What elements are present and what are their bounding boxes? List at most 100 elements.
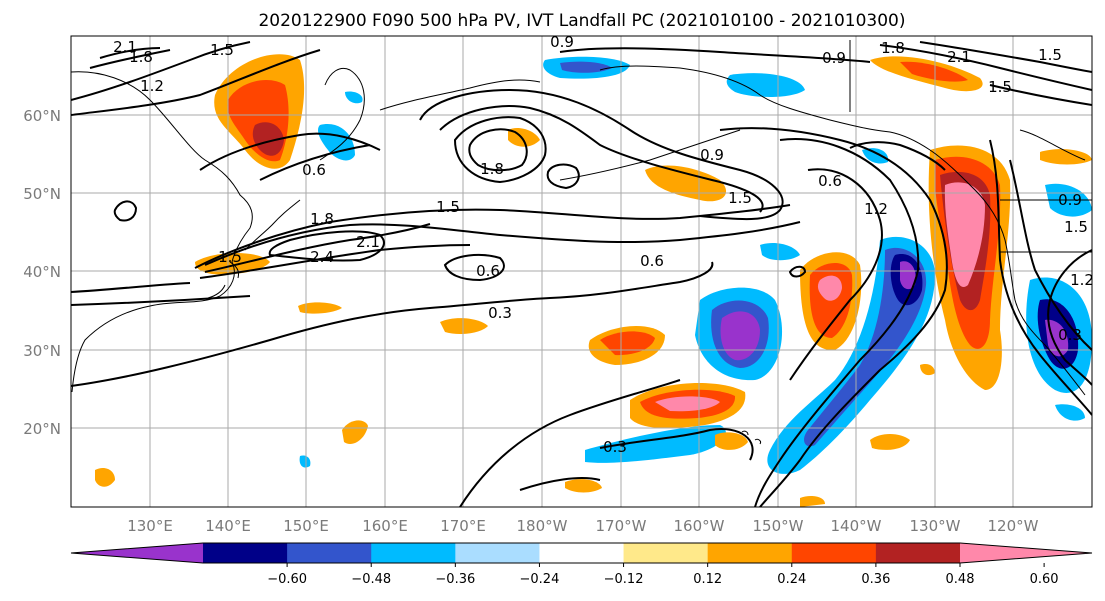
pv-contour-2 (204, 221, 801, 266)
pv-contour-27 (919, 41, 1092, 73)
colorbar-segment (707, 543, 793, 563)
pv-contour-9 (439, 105, 764, 213)
lon-label: 170°E (440, 517, 486, 535)
pv-contour-31 (519, 477, 601, 491)
pv-contour-28 (989, 84, 1092, 106)
colorbar-tick-label: 0.12 (693, 572, 722, 587)
map-panel: 2.1 1.8 1.5 1.2 0.9 0.6 1.8 0.9 0.9 1.5 … (70, 33, 1094, 508)
colorbar-tick-label: 0.24 (777, 572, 806, 587)
contour-label: 0.3 (1058, 326, 1082, 344)
pv-contour-34 (849, 141, 946, 171)
coastline-siberia-north (379, 79, 541, 111)
colorbar-tick-label: −0.60 (267, 572, 307, 587)
ivt-pos-shading-3c (655, 396, 720, 412)
ivt-neg-shading-13 (299, 455, 311, 468)
lon-label: 170°W (596, 517, 647, 535)
colorbar-segment (371, 543, 456, 563)
pv-contour-17 (199, 132, 381, 171)
contour-label: 2.4 (310, 248, 334, 266)
pv-contour-23 (989, 139, 1092, 416)
ivt-pos-shading-9 (1040, 149, 1092, 165)
contour-label: 0.9 (550, 33, 574, 51)
lon-label: 130°W (910, 517, 961, 535)
pv-contour-6 (71, 282, 251, 306)
lat-label: 60°N (23, 107, 61, 125)
colorbar-extend-low (71, 543, 203, 563)
lon-label: 140°W (831, 517, 882, 535)
colorbar-tick-label: −0.36 (435, 572, 475, 587)
ivt-pos-shading-14 (715, 432, 748, 450)
pv-contour-29 (459, 379, 681, 507)
contour-label: 0.6 (818, 172, 842, 190)
pv-contour-30 (599, 428, 754, 461)
lon-axis-labels: 130°E 140°E 150°E 160°E 170°E 180°W 170°… (127, 517, 1038, 535)
ivt-pos-shading-18 (800, 496, 825, 507)
lon-label: 130°E (127, 517, 173, 535)
contour-label: 0.9 (700, 146, 724, 164)
contour-label: 0.3 (488, 304, 512, 322)
lon-label: 160°W (674, 517, 725, 535)
contour-label: 0.6 (302, 161, 326, 179)
contour-label: 0.3 (603, 438, 627, 456)
contour-label: 1.8 (310, 210, 334, 228)
contour-label: 1.5 (1064, 218, 1088, 236)
colorbar-segment (287, 543, 372, 563)
contour-label: 1.5 (436, 198, 460, 216)
ivt-pos-shading-11 (298, 302, 342, 314)
contour-label: 1.5 (210, 41, 234, 59)
colorbar-tick-label: 0.48 (946, 572, 975, 587)
colorbar-segment (875, 543, 961, 563)
pv-contour-20 (719, 127, 948, 507)
ivt-pos-shading-16 (95, 468, 115, 487)
pv-contour-4 (199, 244, 471, 279)
pv-contour-33 (788, 265, 807, 278)
ivt-neg-shading-1c (720, 311, 760, 361)
map-frame (70, 35, 1093, 508)
pv-contour-7 (71, 261, 714, 387)
ivt-pos-shading-15 (565, 479, 602, 493)
ivt-pos-shading-1d (944, 182, 985, 288)
contour-label: 1.8 (129, 48, 153, 66)
pv-contour-12 (546, 163, 580, 190)
contour-label: 0.6 (476, 262, 500, 280)
figure-title: 2020122900 F090 500 hPa PV, IVT Landfall… (258, 11, 905, 31)
colorbar-outline (70, 542, 1093, 564)
coastline-alaska (599, 65, 931, 151)
pv-contour-24 (1009, 159, 1092, 351)
pv-contour-13 (113, 200, 138, 222)
lon-label: 120°W (988, 517, 1039, 535)
ivt-pos-shading-2c (817, 275, 842, 301)
ivt-neg-shading-2d (900, 261, 916, 290)
ivt-neg-shading-11 (1055, 404, 1085, 421)
pv-contour-15 (71, 41, 251, 101)
contour-label: 2.1 (113, 38, 137, 56)
ivt-neg-shading-10 (862, 148, 889, 164)
coastline-hawaii (741, 430, 761, 445)
lon-label: 150°W (753, 517, 804, 535)
contour-label: 1.2 (864, 200, 888, 218)
contour-label: 1.5 (988, 78, 1012, 96)
pv-contour-8 (419, 88, 784, 221)
colorbar-segment (203, 543, 288, 563)
coastline-canada-interior (849, 40, 1092, 253)
colorbar-segment (791, 543, 877, 563)
colorbar-tick-label: −0.24 (520, 572, 560, 587)
contour-label: 0.9 (822, 49, 846, 67)
contour-label: 1.5 (218, 248, 242, 266)
ivt-pos-shading-4b (600, 331, 655, 356)
ivt-pos-shading-5c (252, 122, 284, 156)
ivt-pos-shading-17 (870, 434, 910, 450)
contour-label: 1.8 (480, 160, 504, 178)
pv-contour-19 (559, 47, 871, 63)
contour-label: 1.5 (1038, 46, 1062, 64)
ivt-neg-shading-3c (1045, 319, 1069, 357)
pv-contour-10 (453, 116, 547, 184)
ivt-pos-shading-6 (645, 165, 727, 202)
coastline-japan (207, 199, 301, 299)
colorbar-tick-label: −0.48 (351, 572, 391, 587)
lat-label: 30°N (23, 342, 61, 360)
ivt-neg-shading-9 (760, 243, 800, 261)
ivt-pos-shading-12 (342, 420, 368, 445)
lat-label: 40°N (23, 263, 61, 281)
